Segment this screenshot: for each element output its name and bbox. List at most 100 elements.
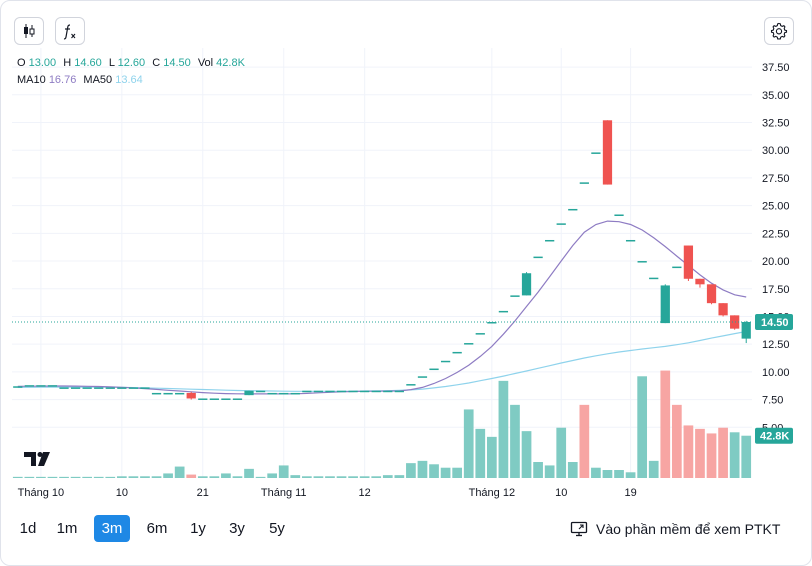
candle bbox=[371, 390, 381, 393]
y-tick-label: 32.50 bbox=[762, 118, 790, 130]
timeframe-3y[interactable]: 3y bbox=[229, 520, 245, 537]
volume-bar bbox=[82, 476, 93, 478]
candle-body bbox=[186, 392, 196, 399]
timeframe-3m[interactable]: 3m bbox=[94, 515, 130, 542]
volume-bar bbox=[232, 476, 243, 478]
last-price-badge-bg bbox=[755, 314, 793, 330]
candle bbox=[163, 392, 173, 395]
candle bbox=[487, 322, 497, 324]
candle-body bbox=[591, 152, 601, 154]
candle-body bbox=[545, 239, 555, 242]
timeframe-1y[interactable]: 1y bbox=[190, 520, 206, 537]
ma10-line bbox=[17, 220, 747, 395]
candle bbox=[244, 390, 254, 396]
candle-body bbox=[730, 315, 740, 329]
candlestick-icon[interactable] bbox=[14, 17, 44, 45]
candle-body bbox=[498, 310, 509, 313]
candle-body bbox=[221, 398, 231, 400]
candle bbox=[406, 384, 416, 386]
candle-body bbox=[706, 284, 717, 304]
volume-bar bbox=[637, 376, 648, 478]
candle-body bbox=[82, 387, 92, 389]
legend-low-value: 12.60 bbox=[117, 57, 146, 69]
y-tick-label: 27.50 bbox=[762, 173, 790, 185]
candle bbox=[683, 245, 694, 281]
x-tick-label: Tháng 12 bbox=[469, 487, 515, 499]
candle-body bbox=[637, 261, 647, 263]
volume-bar bbox=[382, 475, 393, 478]
volume-bar bbox=[36, 476, 46, 478]
candle-body bbox=[602, 120, 613, 185]
candle bbox=[464, 343, 474, 345]
candle bbox=[336, 390, 347, 393]
timeframe-6m[interactable]: 6m bbox=[146, 520, 168, 537]
volume-bar bbox=[221, 473, 231, 478]
candle-body bbox=[649, 277, 659, 280]
volume-bar bbox=[486, 436, 497, 478]
monitor-icon bbox=[570, 521, 588, 537]
y-tick-label: 12.50 bbox=[762, 339, 790, 351]
candle-body bbox=[417, 376, 428, 378]
volume-bar bbox=[417, 460, 428, 478]
volume-bar bbox=[371, 476, 382, 478]
candle bbox=[637, 261, 647, 263]
candle bbox=[70, 387, 81, 389]
candle-body bbox=[579, 182, 589, 184]
candle-body bbox=[94, 387, 104, 389]
timeframe-5y[interactable]: 5y bbox=[269, 520, 285, 537]
timeframe-1m[interactable]: 1m bbox=[56, 520, 78, 537]
volume-bar bbox=[151, 476, 162, 478]
candle bbox=[186, 391, 196, 400]
candle bbox=[128, 387, 139, 389]
candle-body bbox=[140, 387, 150, 389]
volume-bar bbox=[729, 432, 740, 478]
candle-body bbox=[313, 390, 324, 393]
volume-bar bbox=[174, 466, 185, 478]
legend-low-label: L bbox=[108, 57, 115, 69]
volume-bar bbox=[429, 464, 439, 478]
x-tick-label: 12 bbox=[359, 487, 371, 499]
candle bbox=[602, 120, 613, 185]
candle-body bbox=[741, 322, 751, 339]
gear-icon[interactable] bbox=[764, 17, 794, 45]
volume-bar bbox=[602, 470, 613, 478]
volume-bar bbox=[70, 476, 81, 478]
ptkt-link[interactable]: Vào phần mềm để xem PTKT bbox=[570, 521, 780, 537]
function-icon[interactable] bbox=[55, 17, 85, 45]
volume-bar bbox=[105, 476, 116, 478]
volume-bar bbox=[336, 476, 347, 478]
candle bbox=[279, 392, 289, 395]
candle-body bbox=[105, 387, 115, 389]
candle-body bbox=[429, 368, 439, 371]
candle bbox=[94, 387, 104, 389]
candle-body bbox=[232, 398, 243, 400]
candle bbox=[614, 214, 624, 216]
volume-bar bbox=[59, 476, 69, 478]
candle bbox=[660, 284, 670, 324]
volume-bar bbox=[452, 467, 463, 478]
candle-body bbox=[440, 360, 451, 363]
volume-bar bbox=[244, 468, 254, 478]
candle-body bbox=[556, 223, 566, 225]
volume-bar bbox=[163, 473, 173, 478]
candle bbox=[313, 390, 324, 393]
volume-bar bbox=[625, 472, 636, 478]
candle bbox=[140, 387, 150, 389]
legend-open-label: O bbox=[17, 57, 26, 69]
volume-bar bbox=[567, 462, 578, 478]
last-volume-badge: 42.8K bbox=[755, 427, 793, 444]
candle-body bbox=[47, 385, 58, 387]
candle bbox=[429, 368, 439, 371]
y-tick-label: 35.00 bbox=[762, 90, 790, 102]
volume-bar bbox=[128, 476, 139, 478]
candle bbox=[394, 390, 404, 393]
candle-body bbox=[336, 390, 347, 393]
candle-body bbox=[255, 390, 266, 393]
timeframe-1d[interactable]: 1d bbox=[19, 520, 37, 537]
volume-bar bbox=[440, 467, 451, 478]
candle-body bbox=[487, 322, 497, 324]
candle bbox=[475, 333, 485, 335]
candle-body bbox=[360, 390, 370, 393]
candle-body bbox=[267, 392, 277, 395]
